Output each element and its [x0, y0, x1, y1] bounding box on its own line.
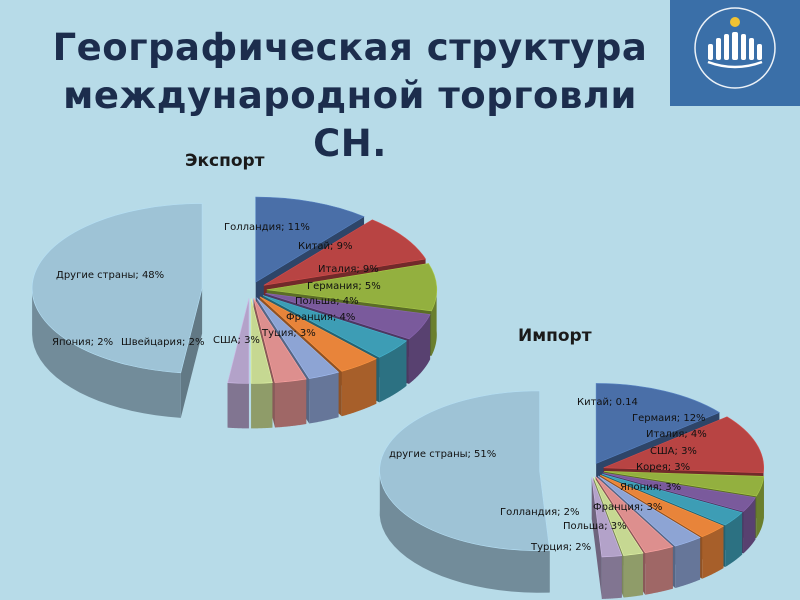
slice-label: Япония; 2%: [52, 337, 113, 348]
logo: [670, 0, 800, 106]
pie-slice: [250, 298, 273, 429]
export-pie-chart: Голландия; 11% Китай; 9% Италия; 9% Германи…: [31, 196, 438, 429]
slice-top: [603, 416, 764, 474]
slice-label: другие страны; 51%: [389, 449, 496, 460]
slice-label: США; 3%: [213, 335, 260, 346]
slice-side: [379, 466, 550, 593]
slice-top: [259, 296, 377, 372]
slice-label: Голландия; 2%: [500, 507, 580, 518]
slice-top: [250, 298, 273, 384]
slice-top: [591, 477, 623, 558]
slice-side: [431, 285, 437, 356]
pie-slice: [379, 390, 551, 593]
pie-slice: [591, 477, 623, 599]
slice-label: Италия; 9%: [318, 264, 379, 275]
slice-top: [593, 476, 644, 556]
slice-side: [623, 553, 644, 598]
slice-label: Швейцария; 2%: [121, 337, 204, 348]
slide-title-line-1: Географическая структура: [52, 26, 648, 69]
slice-label: США; 3%: [650, 446, 697, 457]
slice-top: [253, 298, 307, 383]
slice-label: Италия; 4%: [646, 429, 707, 440]
slice-side: [645, 546, 673, 595]
slice-label: Голландия; 11%: [224, 222, 310, 233]
slice-label: Турция; 2%: [530, 542, 591, 553]
slice-wall: [591, 477, 602, 599]
slice-side: [756, 476, 764, 539]
slice-top: [595, 383, 721, 464]
pie-slice: [31, 203, 203, 418]
slice-side: [227, 382, 249, 429]
slice-top: [597, 475, 701, 547]
slice-top: [256, 297, 340, 379]
slice-label: Китай; 0.14: [577, 397, 638, 408]
slice-top: [600, 474, 725, 538]
slice-label: Германия; 5%: [307, 281, 381, 292]
export-chart-title: Экспорт: [185, 151, 265, 171]
slice-top: [603, 472, 756, 512]
slice-side: [408, 314, 431, 384]
slice-side: [743, 497, 756, 554]
import-chart-title: Импорт: [518, 326, 592, 346]
slice-wall: [180, 288, 203, 418]
slice-top: [31, 203, 203, 374]
slice-side: [675, 537, 701, 589]
cis-emblem-icon: [694, 7, 776, 89]
slice-label: Франция; 3%: [593, 502, 662, 513]
slice-label: Франция; 4%: [286, 312, 355, 323]
slice-top: [266, 263, 438, 312]
import-pie-chart: Китай; 0.14 Гермаия; 12% Италия; 4% США; 3%…: [379, 383, 765, 599]
slice-top: [262, 295, 408, 358]
slice-label: Туция; 3%: [261, 328, 316, 339]
slice-top: [601, 473, 743, 526]
slice-side: [702, 526, 724, 579]
slice-label: Гермаия; 12%: [632, 413, 706, 424]
slide-title: Географическая структура международной т…: [20, 24, 680, 168]
slice-top: [227, 298, 250, 384]
slice-label: Польша; 3%: [563, 521, 627, 532]
slice-side: [379, 340, 407, 403]
slice-side: [341, 358, 377, 417]
slice-top: [604, 471, 765, 497]
slice-side: [601, 555, 622, 599]
pie-slice: [227, 298, 250, 429]
slice-side: [725, 512, 743, 568]
slice-side: [32, 289, 181, 418]
slice-label: Китай; 9%: [298, 241, 352, 252]
slice-label: Другие страны; 48%: [56, 270, 164, 281]
slice-side: [309, 372, 339, 424]
slide-title-line-2: международной торговли СН.: [63, 74, 637, 165]
slice-top: [263, 219, 427, 286]
slice-label: Польша; 4%: [295, 296, 359, 307]
slice-side: [274, 379, 307, 428]
slice-side: [251, 382, 273, 429]
slice-top: [255, 196, 365, 283]
slice-top: [379, 390, 551, 552]
slice-label: Япония; 3%: [620, 482, 681, 493]
slice-label: Корея; 3%: [636, 462, 690, 473]
slice-top: [265, 293, 431, 340]
slice-top: [595, 476, 674, 554]
